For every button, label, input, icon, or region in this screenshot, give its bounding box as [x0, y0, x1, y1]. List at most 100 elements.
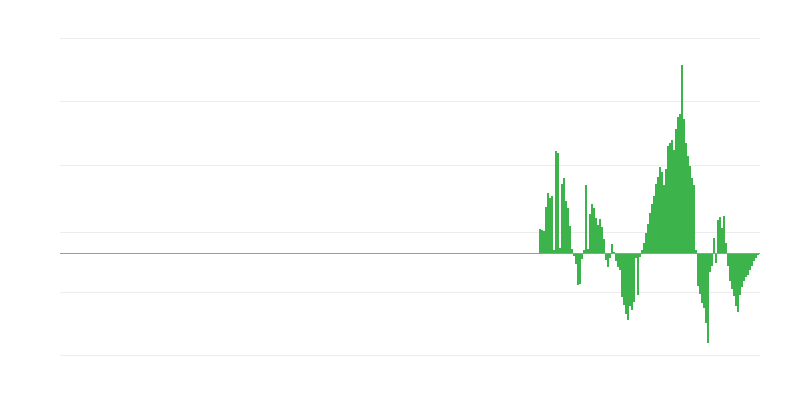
bar — [645, 233, 647, 253]
bar — [599, 219, 601, 253]
bar — [571, 249, 573, 253]
bar — [631, 253, 633, 311]
bar — [735, 253, 737, 306]
bar — [701, 253, 703, 303]
bar — [557, 153, 559, 253]
bar — [721, 227, 723, 253]
bar — [655, 184, 657, 253]
bar — [717, 220, 719, 253]
bar — [715, 253, 717, 264]
bar — [671, 140, 673, 253]
bar — [621, 253, 623, 298]
bar — [647, 223, 649, 253]
bar — [593, 207, 595, 253]
bar — [553, 250, 555, 253]
bar — [653, 195, 655, 253]
bar — [623, 253, 625, 305]
bar — [611, 243, 613, 253]
bar — [649, 212, 651, 253]
bar — [637, 253, 639, 296]
gridline-4 — [60, 292, 760, 293]
bar — [591, 204, 593, 253]
bar — [583, 250, 585, 253]
bar — [613, 252, 615, 253]
bar — [697, 253, 699, 286]
bar — [751, 253, 753, 267]
bar — [627, 253, 629, 320]
bar — [539, 228, 541, 253]
bar — [713, 237, 715, 253]
bar — [749, 253, 751, 270]
bar — [605, 253, 607, 260]
bar — [743, 253, 745, 282]
bar — [659, 166, 661, 253]
bar — [617, 253, 619, 268]
bar — [737, 253, 739, 313]
bar — [733, 253, 735, 297]
bar — [555, 150, 557, 253]
bar — [615, 253, 617, 262]
bar — [567, 207, 569, 253]
bar — [679, 113, 681, 253]
bar — [589, 214, 591, 253]
bar — [703, 253, 705, 309]
bar — [635, 253, 637, 258]
bar — [587, 249, 589, 253]
bar — [687, 156, 689, 253]
bar — [547, 192, 549, 253]
zero-baseline — [60, 253, 760, 254]
bar — [573, 253, 575, 256]
bar — [545, 206, 547, 253]
bar — [699, 253, 701, 295]
bar — [619, 253, 621, 270]
gridline-0 — [60, 38, 760, 39]
bar — [725, 242, 727, 253]
bar — [753, 253, 755, 262]
bar — [661, 172, 663, 253]
bar — [663, 185, 665, 253]
bar — [561, 184, 563, 253]
bar — [551, 195, 553, 253]
bar — [719, 217, 721, 253]
bar — [669, 143, 671, 253]
gridline-2 — [60, 165, 760, 166]
bar — [683, 118, 685, 253]
bar — [585, 185, 587, 253]
gridline-1 — [60, 101, 760, 102]
bar — [705, 253, 707, 323]
bar — [741, 253, 743, 287]
bar — [541, 229, 543, 253]
bar — [543, 231, 545, 253]
bar — [651, 204, 653, 253]
bar — [559, 248, 561, 253]
bar — [691, 177, 693, 253]
bar — [723, 216, 725, 253]
bar — [693, 185, 695, 253]
bar — [689, 165, 691, 253]
bar — [549, 197, 551, 253]
bar — [633, 253, 635, 302]
bar — [707, 253, 709, 344]
bar — [677, 116, 679, 253]
bar — [625, 253, 627, 315]
bar — [747, 253, 749, 275]
bar — [609, 253, 611, 258]
bar — [695, 250, 697, 253]
bar — [565, 201, 567, 253]
bar — [607, 253, 609, 268]
bar — [739, 253, 741, 296]
bar — [665, 169, 667, 253]
bar — [581, 253, 583, 259]
bar — [641, 250, 643, 253]
bar — [595, 218, 597, 253]
bar — [569, 225, 571, 253]
gridline-5 — [60, 355, 760, 356]
bar — [579, 253, 581, 285]
gridline-3 — [60, 232, 760, 233]
bar — [601, 226, 603, 253]
bar — [639, 253, 641, 257]
